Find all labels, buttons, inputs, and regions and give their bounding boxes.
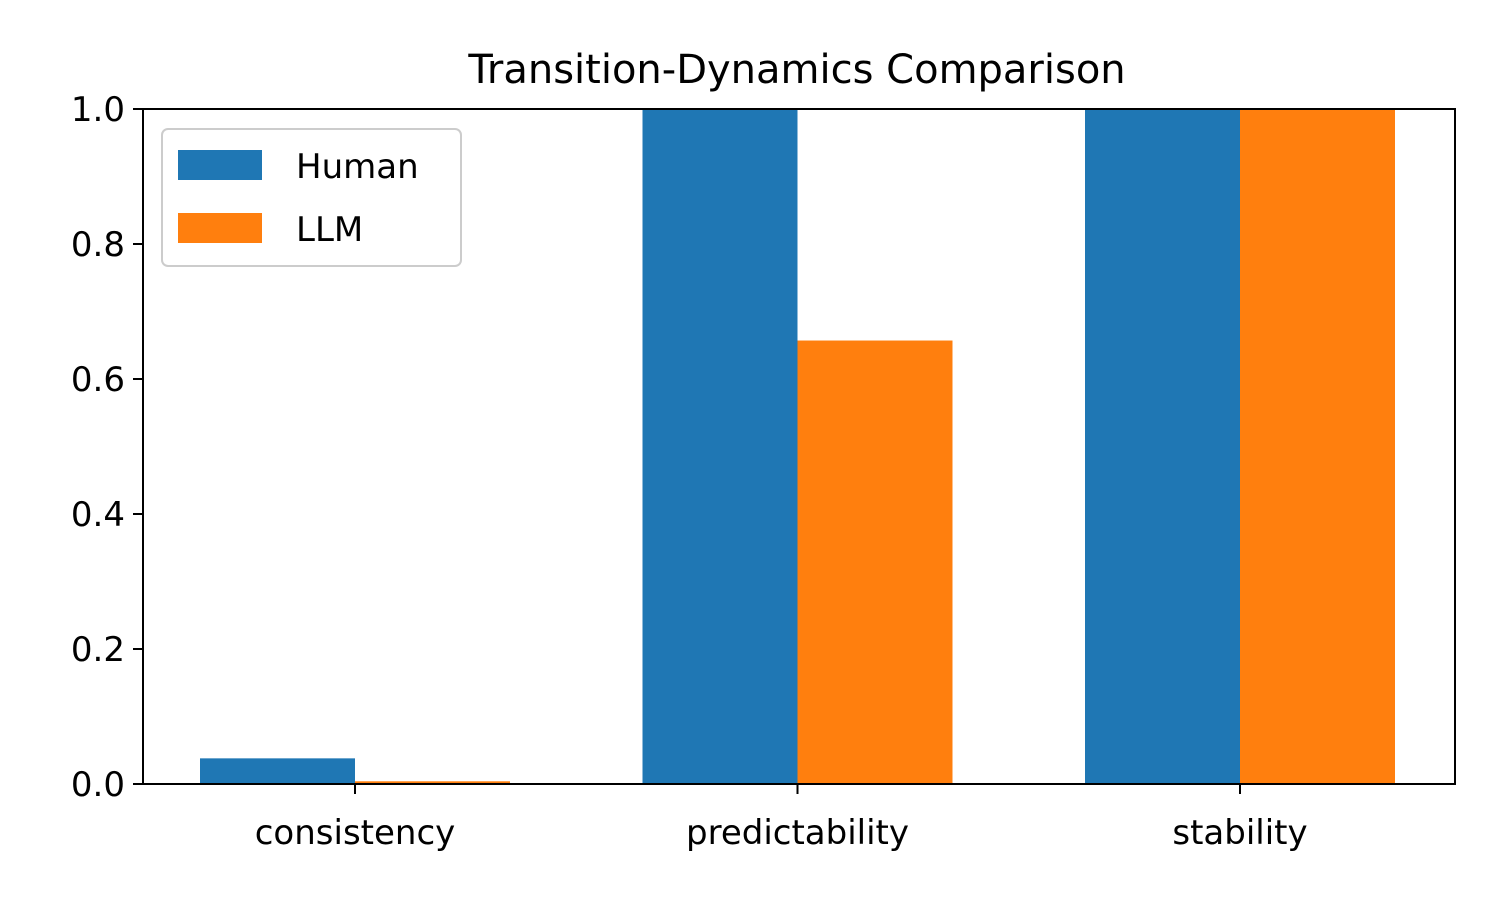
y-tick-label: 0.4 [71, 495, 125, 535]
chart-title: Transition-Dynamics Comparison [467, 47, 1125, 93]
x-tick-label-stability: stability [1172, 813, 1307, 853]
bar-llm-predictability [797, 340, 953, 784]
bars-group [200, 109, 1395, 784]
y-tick-label: 0.8 [71, 225, 125, 265]
legend: Human LLM [161, 128, 462, 267]
legend-swatch-llm [178, 213, 262, 243]
plot-frame [142, 108, 1456, 785]
legend-label-llm: LLM [296, 210, 363, 250]
legend-label-human: Human [296, 147, 419, 187]
legend-swatch-human [178, 150, 262, 180]
bar-human-consistency [200, 758, 355, 784]
bar-human-stability [1085, 109, 1240, 784]
bar-llm-stability [1240, 109, 1395, 784]
x-tick-label-predictability: predictability [686, 813, 909, 853]
x-tick-label-consistency: consistency [255, 813, 456, 853]
y-tick-label: 1.0 [71, 90, 125, 130]
y-tick-label: 0.6 [71, 360, 125, 400]
bar-llm-consistency [355, 781, 510, 784]
axes-group: 0.0 0.2 0.4 0.6 0.8 1.0 consistency predictabil… [71, 90, 1456, 853]
y-tick-label: 0.0 [71, 765, 125, 805]
bar-human-predictability [642, 109, 798, 784]
y-tick-label: 0.2 [71, 630, 125, 670]
